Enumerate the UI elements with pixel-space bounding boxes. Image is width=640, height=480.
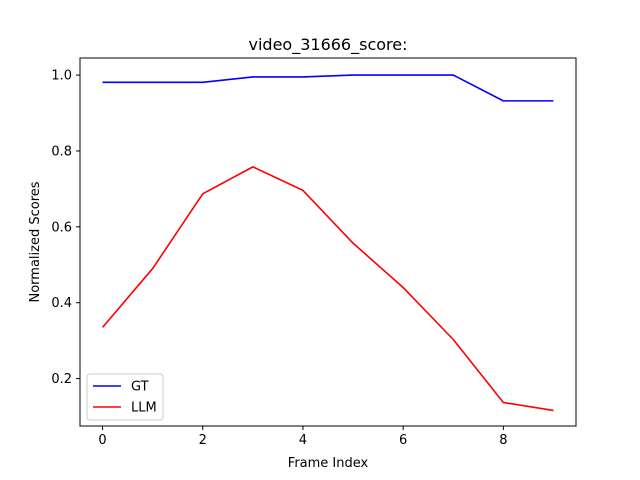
series-line-llm [101, 166, 554, 412]
chart-title: video_31666_score: [249, 35, 408, 55]
y-axis-label: Normalized Scores [28, 181, 43, 302]
x-axis-ticks: 0 2 4 6 8 [98, 426, 507, 448]
plot-frame [79, 57, 577, 427]
series-line-gt [102, 74, 554, 102]
x-axis-label: Frame Index [288, 456, 369, 471]
x-tick-label: 4 [299, 433, 307, 448]
x-tick-label: 8 [499, 433, 507, 448]
y-tick-label: 0.6 [51, 220, 72, 235]
legend-label-llm: LLM [131, 401, 157, 416]
y-axis-ticks: 0.2 0.4 0.6 0.8 1.0 [51, 69, 80, 387]
plot-area [79, 57, 577, 427]
chart-legend: GT LLM [86, 373, 164, 421]
x-tick-label: 0 [98, 433, 106, 448]
y-tick-label: 0.8 [51, 144, 72, 159]
y-tick-label: 1.0 [51, 69, 72, 84]
y-tick-label: 0.4 [51, 296, 72, 311]
legend-label-gt: GT [131, 380, 149, 395]
x-tick-label: 2 [199, 433, 207, 448]
x-tick-label: 6 [399, 433, 407, 448]
y-tick-label: 0.2 [51, 372, 72, 387]
